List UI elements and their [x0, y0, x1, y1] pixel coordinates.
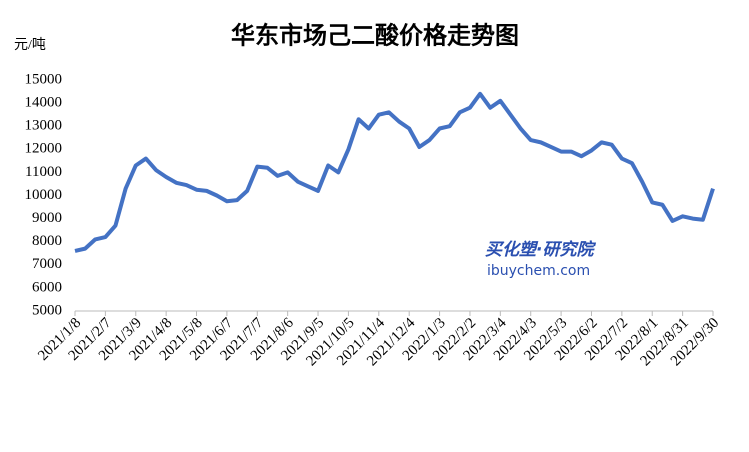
y-tick-label: 9000	[32, 210, 62, 226]
y-tick-label: 12000	[25, 141, 63, 157]
y-tick-label: 8000	[32, 233, 62, 249]
y-tick-label: 7000	[32, 256, 62, 272]
y-tick-label: 15000	[25, 71, 63, 87]
y-tick-label: 10000	[25, 187, 63, 203]
line	[74, 91, 715, 253]
y-tick-label: 13000	[25, 118, 63, 134]
y-tick-label: 6000	[32, 279, 62, 295]
y-axis-label: 元/吨	[14, 37, 46, 53]
y-tick-label: 14000	[25, 95, 63, 111]
chart-title: 华东市场己二酸价格走势图	[231, 22, 519, 50]
y-tick-label: 5000	[32, 302, 62, 318]
y-tick-label: 11000	[25, 164, 62, 180]
watermark: ibuychem.com	[487, 263, 590, 279]
watermark: 买化塑·研究院	[485, 240, 596, 260]
